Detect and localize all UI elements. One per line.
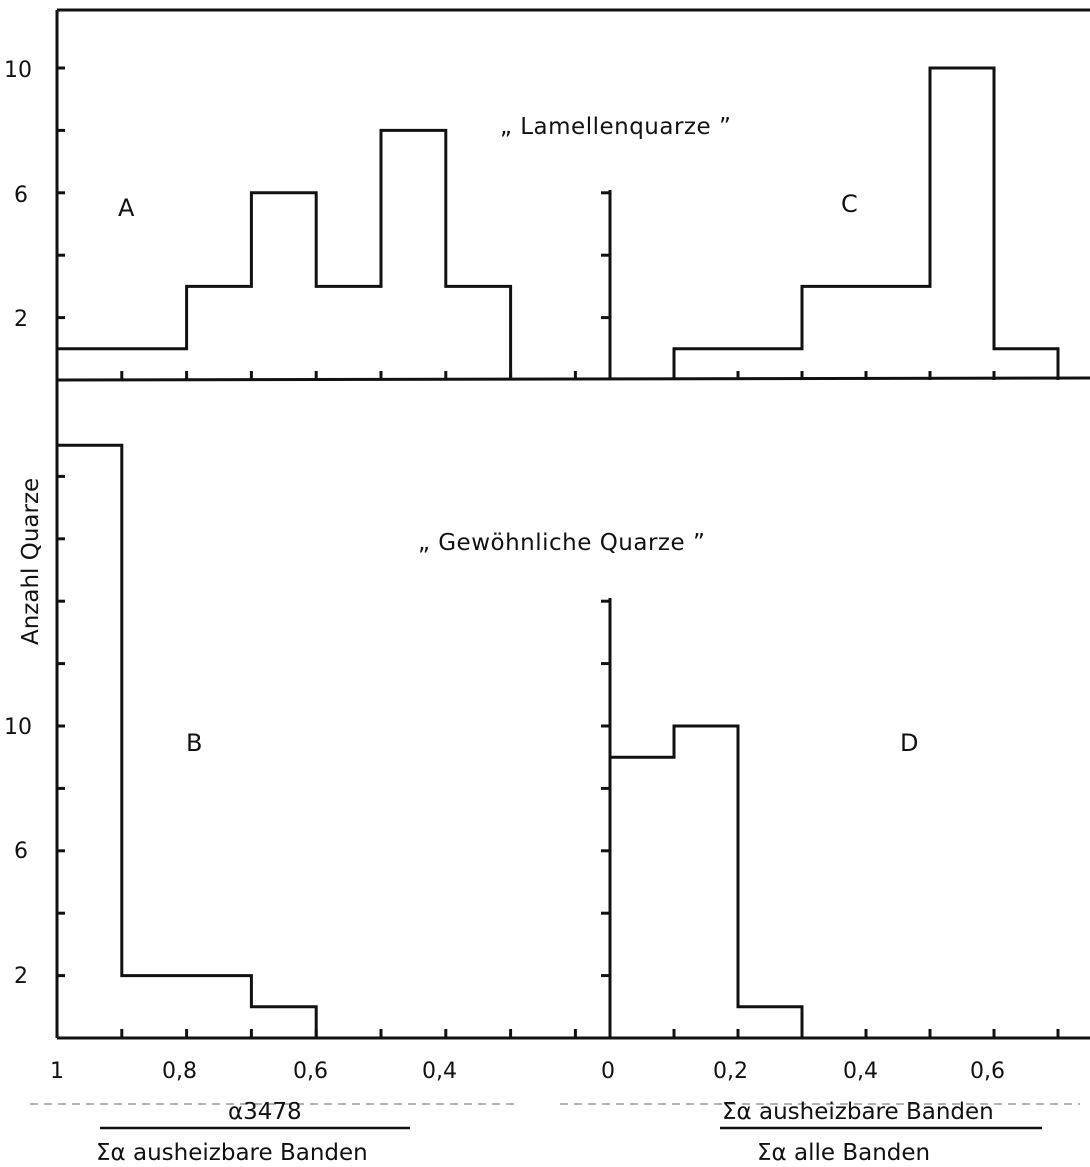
ytick-top-2: 2 xyxy=(14,307,28,332)
right-xlabel-numerator: Σα ausheizbare Banden xyxy=(722,1099,994,1125)
histogram-bar-d-2 xyxy=(738,1007,802,1038)
histogram-outline-d xyxy=(608,724,804,1038)
panel-label-b: B xyxy=(186,729,202,757)
histogram-bar-b-0 xyxy=(57,445,122,1038)
xtick-right-0: 0 xyxy=(601,1059,615,1084)
histogram-outline-a xyxy=(57,128,513,380)
panel-label-d: D xyxy=(900,729,918,757)
right-xlabel-denominator: Σα alle Banden xyxy=(757,1140,930,1166)
xtick-right-0-4: 0,4 xyxy=(843,1059,878,1084)
histogram-bar-a-0 xyxy=(57,349,122,380)
ytick-bottom-6: 6 xyxy=(14,839,28,864)
histogram-bar-a-3 xyxy=(251,193,316,380)
xtick-right-0-2: 0,2 xyxy=(713,1059,748,1084)
ytick-top-6: 6 xyxy=(14,183,28,208)
panel-label-c: C xyxy=(841,190,858,218)
histogram-bar-b-3 xyxy=(251,1007,316,1038)
histogram-bar-c-2 xyxy=(802,286,866,380)
xtick-left-0-6: 0,6 xyxy=(293,1059,328,1084)
histogram-bar-a-2 xyxy=(187,286,252,380)
middle-baseline xyxy=(56,376,1090,382)
histogram-outline-c xyxy=(672,66,1060,380)
left-xlabel-numerator: α3478 xyxy=(228,1099,302,1125)
xtick-left-0-8: 0,8 xyxy=(162,1059,197,1084)
histogram-bar-c-3 xyxy=(866,286,930,380)
left-xlabel-denominator: Σα ausheizbare Banden xyxy=(96,1140,368,1166)
histogram-bar-d-1 xyxy=(674,726,738,1038)
histogram-bar-c-0 xyxy=(674,349,738,380)
xtick-right-0-6: 0,6 xyxy=(970,1059,1005,1084)
panel-label-a: A xyxy=(118,194,135,222)
histogram-bar-b-2 xyxy=(187,976,252,1038)
histogram-bar-b-1 xyxy=(122,976,187,1038)
histogram-outline-b xyxy=(57,443,318,1038)
title-lamellenquarze: „ Lamellenquarze ” xyxy=(500,114,731,140)
histogram-bar-a-4 xyxy=(316,286,381,380)
histogram-bar-a-1 xyxy=(122,349,187,380)
ytick-bottom-10: 10 xyxy=(4,715,32,740)
xtick-left-1: 1 xyxy=(50,1059,64,1084)
histogram-bar-c-5 xyxy=(994,349,1058,380)
y-axis-label: Anzahl Quarze xyxy=(18,478,44,645)
xtick-left-0-4: 0,4 xyxy=(422,1059,457,1084)
ytick-top-10: 10 xyxy=(4,58,32,83)
histogram-bar-c-1 xyxy=(738,349,802,380)
histogram-bar-c-4 xyxy=(930,68,994,380)
histogram-bar-d-0 xyxy=(610,757,674,1038)
histogram-steps xyxy=(57,66,1060,1038)
histogram-bar-a-6 xyxy=(446,286,511,380)
histogram-bar-a-5 xyxy=(381,130,446,380)
ytick-bottom-2: 2 xyxy=(14,964,28,989)
title-gewoehnliche-quarze: „ Gewöhnliche Quarze ” xyxy=(418,530,705,556)
